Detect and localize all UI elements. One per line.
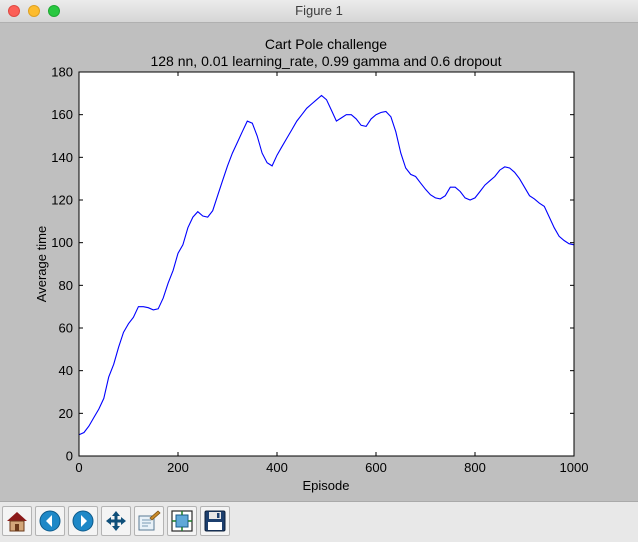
y-tick-label: 60 bbox=[59, 321, 73, 336]
y-tick-label: 160 bbox=[51, 107, 73, 122]
save-button[interactable] bbox=[200, 506, 230, 536]
zoom-rect-icon bbox=[138, 510, 161, 531]
y-tick-label: 100 bbox=[51, 235, 73, 250]
y-tick-label: 140 bbox=[51, 150, 73, 165]
zoom-window-button[interactable] bbox=[48, 5, 60, 17]
minimize-window-button[interactable] bbox=[28, 5, 40, 17]
forward-arrow-icon bbox=[72, 510, 94, 532]
y-tick-label: 40 bbox=[59, 363, 73, 378]
pan-button[interactable] bbox=[101, 506, 131, 536]
back-button[interactable] bbox=[35, 506, 65, 536]
x-tick-label: 1000 bbox=[560, 460, 589, 475]
x-tick-label: 200 bbox=[167, 460, 189, 475]
y-axis-label: Average time bbox=[34, 226, 49, 302]
zoom-button[interactable] bbox=[134, 506, 164, 536]
x-tick-label: 0 bbox=[75, 460, 82, 475]
window-title: Figure 1 bbox=[295, 3, 343, 18]
close-window-button[interactable] bbox=[8, 5, 20, 17]
y-tick-label: 180 bbox=[51, 65, 73, 80]
plot-area bbox=[79, 72, 574, 456]
back-arrow-icon bbox=[39, 510, 61, 532]
home-icon bbox=[7, 512, 27, 532]
save-icon bbox=[204, 510, 226, 532]
series-line bbox=[78, 94, 575, 436]
y-tick-label: 20 bbox=[59, 406, 73, 421]
subplots-config-icon bbox=[171, 510, 193, 532]
title-bar[interactable]: Figure 1 bbox=[0, 0, 638, 23]
navigation-toolbar bbox=[0, 501, 638, 542]
x-axis-label: Episode bbox=[303, 478, 350, 493]
plot-axes: Cart Pole challenge 128 nn, 0.01 learnin… bbox=[34, 36, 588, 493]
configure-subplots-button[interactable] bbox=[167, 506, 197, 536]
y-tick-label: 80 bbox=[59, 278, 73, 293]
axis-ticks: 0 200 400 600 800 1000 0 20 40 60 80 100 120 140 160 18… bbox=[51, 65, 588, 476]
plot-frame bbox=[78, 71, 575, 457]
chart-subtitle: 128 nn, 0.01 learning_rate, 0.99 gamma a… bbox=[150, 53, 501, 69]
chart-title: Cart Pole challenge bbox=[265, 36, 387, 52]
x-tick-label: 600 bbox=[365, 460, 387, 475]
x-tick-label: 800 bbox=[464, 460, 486, 475]
forward-button[interactable] bbox=[68, 506, 98, 536]
home-button[interactable] bbox=[2, 506, 32, 536]
y-tick-label: 0 bbox=[66, 449, 73, 464]
pan-move-icon bbox=[106, 511, 126, 531]
x-tick-label: 400 bbox=[266, 460, 288, 475]
figure-canvas[interactable]: Cart Pole challenge 128 nn, 0.01 learnin… bbox=[0, 22, 638, 501]
y-tick-label: 120 bbox=[51, 193, 73, 208]
